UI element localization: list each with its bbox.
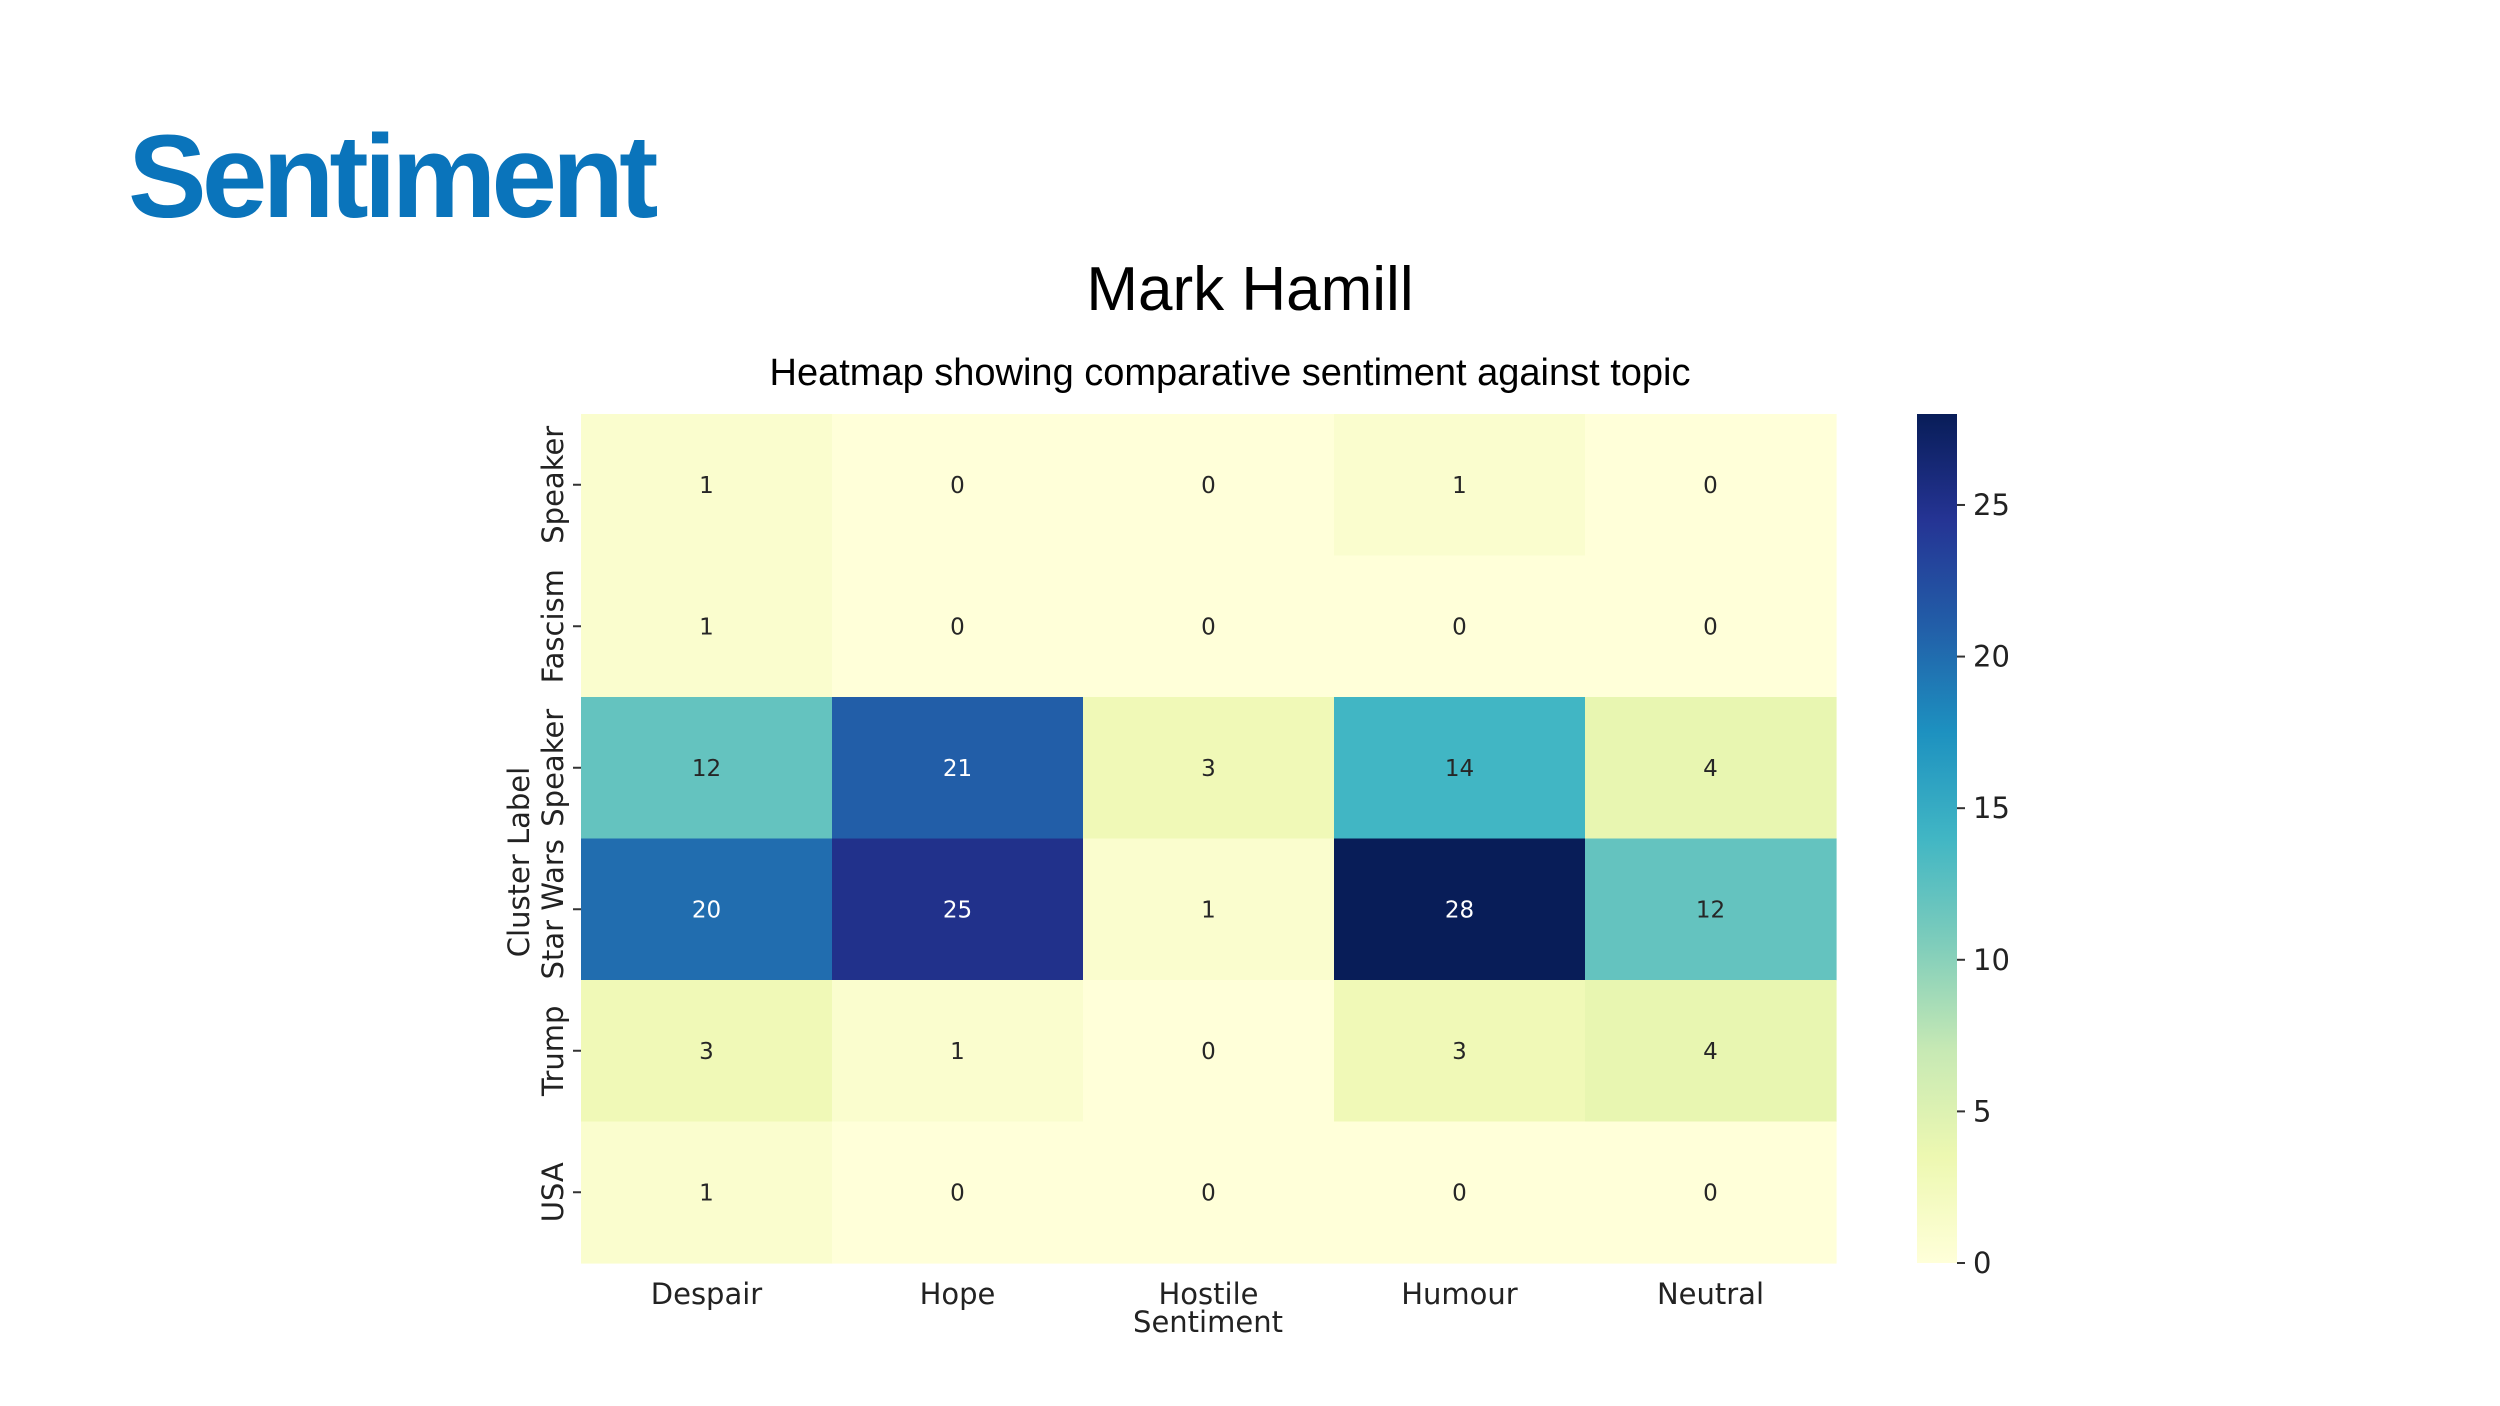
- chart-subtitle: Heatmap showing comparative sentiment ag…: [769, 352, 1691, 394]
- heatmap-cell: [1083, 697, 1335, 840]
- heatmap-cell: [1083, 414, 1335, 557]
- colorbar-tick-label: 10: [1973, 943, 2010, 977]
- heatmap-cell: [1585, 414, 1837, 557]
- x-tick-label: Humour: [1401, 1277, 1518, 1311]
- cell-value-label: 0: [1703, 473, 1718, 499]
- cell-value-label: 20: [692, 897, 721, 923]
- heatmap-cell: [581, 1121, 833, 1264]
- cell-value-label: 0: [1452, 614, 1467, 640]
- x-axis-label: Sentiment: [1133, 1305, 1283, 1339]
- cell-value-label: 0: [950, 1180, 965, 1206]
- x-tick-label: Neutral: [1657, 1277, 1764, 1311]
- x-axis: Despair Hope Hostile Humour Neutral: [651, 1277, 1764, 1311]
- cell-value-label: 14: [1445, 756, 1474, 782]
- cell-value-label: 0: [1201, 1039, 1216, 1065]
- cell-value-label: 0: [950, 614, 965, 640]
- heatmap-cell: [1585, 838, 1837, 981]
- cell-value-label: 0: [950, 473, 965, 499]
- heatmap-cells: [581, 414, 1837, 1264]
- cell-annotations: 1 0 0 1 0 1 0 0 0 0 12 21 3 14 4 20 25 1 28 12 3 1 0 3 4 1 0 0 0 0: [692, 473, 1725, 1207]
- heatmap-cell: [1334, 838, 1586, 981]
- colorbar-tick-label: 0: [1973, 1246, 1991, 1280]
- heatmap-cell: [1334, 697, 1586, 840]
- cell-value-label: 12: [1696, 897, 1725, 923]
- cell-value-label: 12: [692, 756, 721, 782]
- heatmap-cell: [1585, 1121, 1837, 1264]
- heatmap-cell: [1083, 838, 1335, 981]
- colorbar: 0 5 10 15 20 25: [1917, 414, 2010, 1280]
- cell-value-label: 4: [1703, 756, 1718, 782]
- heatmap-cell: [832, 980, 1084, 1123]
- cell-value-label: 1: [699, 1180, 714, 1206]
- colorbar-gradient: [1917, 414, 1957, 1263]
- x-tick-label: Hope: [920, 1277, 996, 1311]
- heatmap-cell: [1083, 555, 1335, 698]
- heatmap-cell: [1334, 414, 1586, 557]
- cell-value-label: 28: [1445, 897, 1474, 923]
- heatmap-cell: [1083, 980, 1335, 1123]
- cell-value-label: 3: [1452, 1039, 1467, 1065]
- heatmap-cell: [832, 838, 1084, 981]
- heatmap-cell: [1083, 1121, 1335, 1264]
- heatmap-cell: [581, 980, 833, 1123]
- heatmap-cell: [581, 838, 833, 981]
- heatmap-cell: [832, 555, 1084, 698]
- x-tick-label: Despair: [651, 1277, 763, 1311]
- cell-value-label: 0: [1703, 614, 1718, 640]
- cell-value-label: 1: [1452, 473, 1467, 499]
- heatmap-cell: [832, 1121, 1084, 1264]
- y-tick-label: Trump: [536, 1006, 570, 1097]
- slide-heading: Sentiment: [128, 111, 658, 243]
- y-tick-label: Speaker: [536, 426, 570, 544]
- cell-value-label: 0: [1703, 1180, 1718, 1206]
- chart-title: Mark Hamill: [1086, 255, 1414, 324]
- cell-value-label: 3: [1201, 756, 1216, 782]
- y-tick-label: Fascism: [536, 569, 570, 683]
- cell-value-label: 4: [1703, 1039, 1718, 1065]
- y-tick-label: Star Wars: [536, 839, 570, 979]
- cell-value-label: 25: [943, 897, 972, 923]
- cell-value-label: 1: [950, 1039, 965, 1065]
- cell-value-label: 0: [1201, 473, 1216, 499]
- cell-value-label: 0: [1452, 1180, 1467, 1206]
- heatmap-cell: [581, 414, 833, 557]
- cell-value-label: 21: [943, 756, 972, 782]
- cell-value-label: 1: [699, 473, 714, 499]
- cell-value-label: 0: [1201, 1180, 1216, 1206]
- x-tick-label: Hostile: [1159, 1277, 1259, 1311]
- heatmap-cell: [1585, 697, 1837, 840]
- colorbar-tick-label: 25: [1973, 488, 2010, 522]
- heatmap-cell: [581, 555, 833, 698]
- heatmap-cell: [1334, 1121, 1586, 1264]
- heatmap-cell: [1585, 980, 1837, 1123]
- heatmap-cell: [581, 697, 833, 840]
- heatmap-cell: [1585, 555, 1837, 698]
- heatmap-cell: [832, 697, 1084, 840]
- colorbar-tick-label: 5: [1973, 1094, 1991, 1128]
- colorbar-tick-label: 20: [1973, 640, 2010, 674]
- colorbar-tick-label: 15: [1973, 791, 2010, 825]
- cell-value-label: 3: [699, 1039, 714, 1065]
- heatmap-cell: [1334, 980, 1586, 1123]
- y-axis: Speaker Fascism Speaker Star Wars Trump USA: [536, 426, 581, 1222]
- heatmap-cell: [1334, 555, 1586, 698]
- y-tick-label: USA: [536, 1162, 570, 1222]
- y-tick-label: Speaker: [536, 709, 570, 827]
- cell-value-label: 1: [699, 614, 714, 640]
- cell-value-label: 1: [1201, 897, 1216, 923]
- y-axis-label: Cluster Label: [502, 767, 536, 957]
- heatmap-cell: [832, 414, 1084, 557]
- cell-value-label: 0: [1201, 614, 1216, 640]
